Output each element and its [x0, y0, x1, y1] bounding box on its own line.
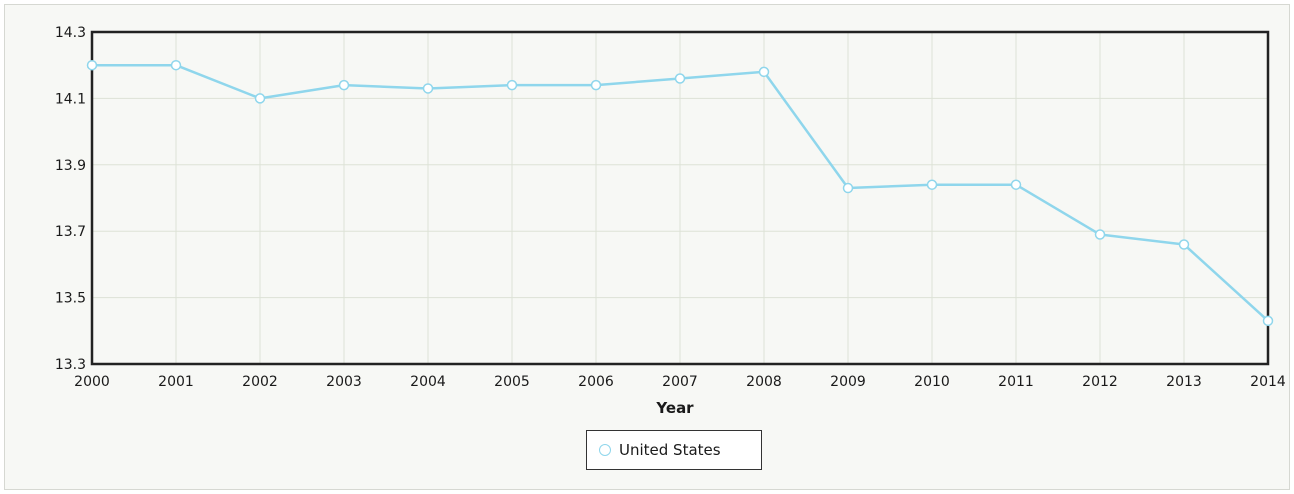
data-point[interactable] [590, 79, 602, 91]
x-tick-label: 2001 [158, 374, 194, 390]
x-tick-label: 2004 [410, 374, 446, 390]
legend-label-united-states: United States [619, 441, 721, 459]
x-tick-label: 2003 [326, 374, 362, 390]
data-point[interactable] [758, 66, 770, 78]
legend-marker-icon [592, 444, 618, 456]
x-tick-label: 2011 [998, 374, 1034, 390]
x-axis-ticks: 2000 2001 2002 2003 2004 2005 2006 2007 2008 2009… [74, 374, 1286, 390]
chart-panel [4, 4, 1290, 490]
x-tick-label: 2013 [1166, 374, 1202, 390]
x-tick-label: 2006 [578, 374, 614, 390]
data-point[interactable] [1178, 239, 1190, 250]
data-point[interactable] [422, 83, 434, 94]
y-tick-label: 13.5 [55, 291, 86, 307]
data-point[interactable] [506, 79, 518, 91]
data-point[interactable] [1010, 179, 1022, 190]
data-point[interactable] [1262, 315, 1274, 327]
data-point[interactable] [254, 93, 266, 104]
x-tick-label: 2010 [914, 374, 950, 390]
x-tick-label: 2000 [74, 374, 110, 390]
data-point[interactable] [338, 79, 350, 91]
y-tick-label: 14.3 [55, 25, 86, 41]
data-point[interactable] [926, 179, 938, 190]
y-tick-label: 14.1 [55, 91, 86, 107]
x-axis-title: Year [655, 399, 694, 417]
x-tick-label: 2007 [662, 374, 698, 390]
y-axis-ticks: 14.3 14.1 13.9 13.7 13.5 13.3 [55, 25, 86, 373]
x-tick-label: 2008 [746, 374, 782, 390]
data-point[interactable] [674, 73, 686, 84]
legend[interactable]: United States [586, 430, 762, 470]
y-tick-label: 13.3 [55, 357, 86, 373]
y-tick-label: 13.9 [55, 158, 86, 174]
data-point[interactable] [1094, 229, 1106, 240]
x-tick-label: 2014 [1250, 374, 1286, 390]
x-tick-label: 2002 [242, 374, 278, 390]
y-tick-label: 13.7 [55, 224, 86, 240]
data-point[interactable] [842, 182, 854, 194]
x-tick-label: 2012 [1082, 374, 1118, 390]
x-tick-label: 2005 [494, 374, 530, 390]
plot-area [90, 30, 1270, 366]
series-layer [86, 59, 1274, 327]
grid-layer [92, 32, 1268, 364]
data-point[interactable] [170, 59, 182, 71]
x-tick-label: 2009 [830, 374, 866, 390]
data-point[interactable] [86, 59, 98, 71]
